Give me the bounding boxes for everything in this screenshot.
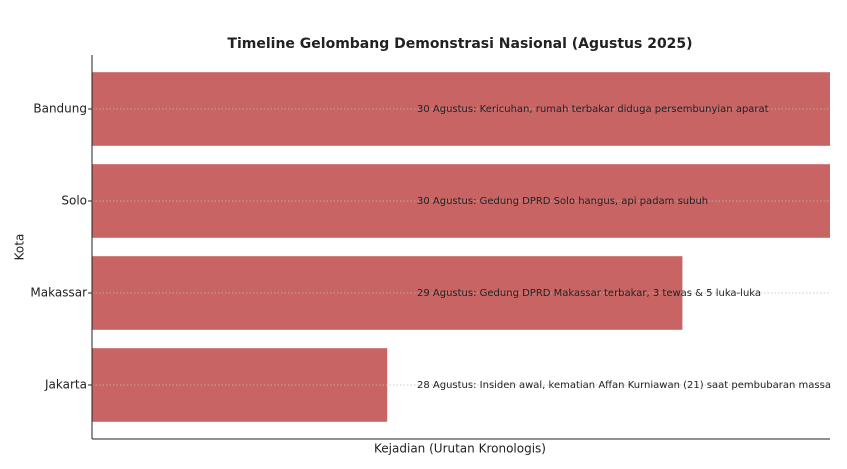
y-tick-label: Bandung: [33, 102, 87, 116]
y-tick-label: Makassar: [30, 286, 87, 300]
chart-title: Timeline Gelombang Demonstrasi Nasional …: [227, 36, 692, 52]
y-axis-label: Kota: [13, 234, 27, 261]
annotation: 30 Agustus: Kericuhan, rumah terbakar di…: [417, 104, 769, 115]
annotation: 28 Agustus: Insiden awal, kematian Affan…: [417, 380, 831, 391]
y-tick-label: Jakarta: [44, 378, 87, 392]
y-tick-label: Solo: [61, 194, 87, 208]
annotation: 29 Agustus: Gedung DPRD Makassar terbaka…: [417, 288, 761, 299]
annotation: 30 Agustus: Gedung DPRD Solo hangus, api…: [417, 196, 708, 207]
x-axis-label: Kejadian (Urutan Kronologis): [374, 442, 546, 456]
